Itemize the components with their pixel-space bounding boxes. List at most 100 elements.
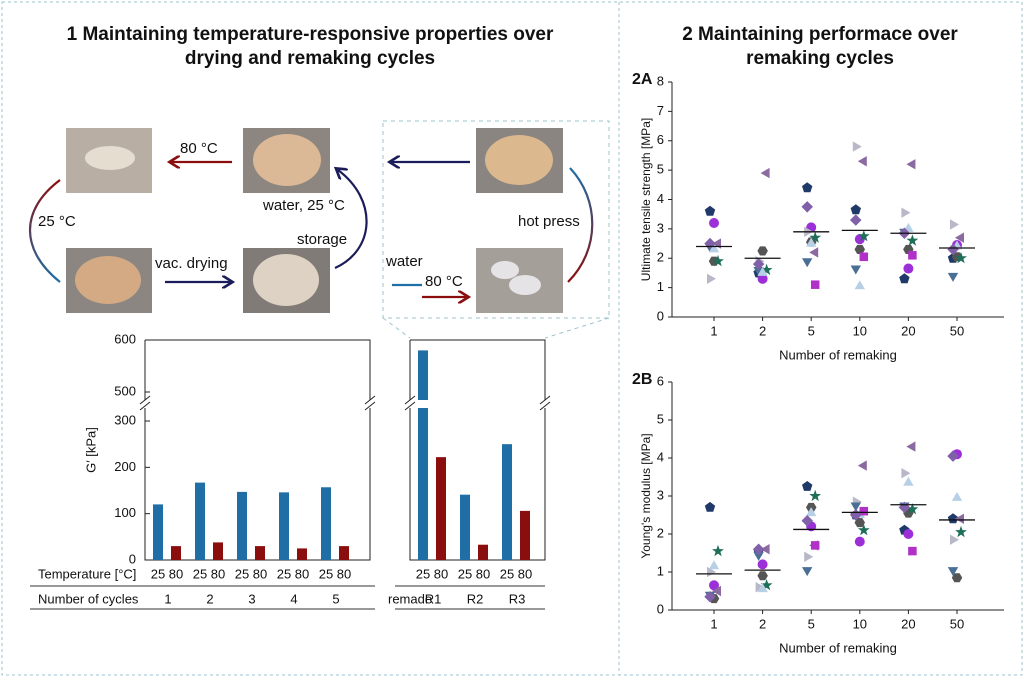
series-label: 80 [337, 566, 351, 581]
x-tick-label: 1 [710, 616, 717, 631]
axis-break [364, 395, 376, 411]
series-label: 25 [500, 566, 514, 581]
bar [321, 487, 331, 560]
data-point [757, 559, 768, 570]
photo-sample [509, 275, 541, 295]
data-point [806, 507, 817, 517]
y-tick-label: 100 [114, 505, 136, 520]
photos [66, 128, 563, 313]
data-point [951, 573, 963, 583]
data-point [707, 566, 716, 578]
bar [255, 546, 265, 560]
data-point [752, 258, 765, 270]
y-tick-label: 4 [657, 191, 664, 206]
series-label: 25 [235, 566, 249, 581]
data-point [757, 273, 768, 284]
axis-break [404, 395, 416, 411]
x-tick-label: 5 [808, 323, 815, 338]
x-tick-label: R2 [467, 591, 484, 606]
data-point [906, 503, 919, 515]
y-tick-label: 0 [657, 601, 664, 616]
x-tick-label: 4 [290, 591, 297, 606]
photo-sample [75, 256, 141, 304]
data-point [903, 529, 914, 539]
data-point [809, 247, 819, 258]
data-point [757, 571, 768, 581]
x-tick-label: 20 [901, 323, 915, 338]
arrow [567, 167, 594, 283]
panel-label: 2B [632, 371, 652, 388]
data-point [802, 567, 813, 577]
data-point [709, 218, 719, 228]
data-point [854, 280, 865, 290]
x-axis-label: Number of remaking [779, 347, 897, 362]
section-title: 2 Maintaining performace over [682, 24, 958, 45]
data-point [903, 263, 914, 274]
data-point [955, 232, 964, 243]
data-point [753, 267, 764, 276]
data-point [908, 546, 917, 556]
data-point [955, 513, 964, 524]
photo-sample [85, 146, 135, 170]
bar [279, 492, 289, 560]
zoom-line [382, 317, 411, 339]
arrow [335, 170, 368, 270]
bar [520, 510, 530, 560]
remake-box [382, 120, 610, 319]
y-tick-label: 6 [657, 373, 664, 388]
data-point [950, 219, 959, 230]
data-point [752, 543, 765, 555]
data-point [906, 234, 919, 246]
data-point [903, 476, 914, 486]
data-point [854, 536, 865, 547]
x-tick-label: 50 [950, 616, 964, 631]
diagram-label: 80 °C [180, 140, 218, 157]
section-title: 1 Maintaining temperature-responsive pro… [67, 24, 554, 45]
diagram-label: vac. drying [155, 255, 228, 272]
bar [195, 482, 205, 560]
data-point [760, 263, 773, 276]
data-point [809, 231, 822, 243]
panel-label: 2A [632, 71, 653, 88]
bar [213, 542, 223, 560]
x-tick-label: 10 [853, 323, 867, 338]
series-label: 80 [169, 566, 183, 581]
x-tick-label: 2 [759, 323, 766, 338]
data-point [757, 246, 768, 256]
axis-line [671, 82, 1004, 318]
series-label: 80 [211, 566, 225, 581]
data-point [857, 524, 870, 536]
data-point [955, 252, 967, 264]
data-point [947, 513, 959, 524]
data-point [801, 515, 813, 527]
row-label: Temperature [°C] [38, 566, 136, 581]
data-point [810, 280, 820, 289]
data-point [955, 525, 967, 538]
diagram-label: water, 25 °C [262, 197, 345, 214]
data-point [707, 273, 716, 284]
series-label: 25 [151, 566, 165, 581]
x-tick-label: 1 [164, 591, 171, 606]
data-point [757, 583, 768, 593]
bar [297, 548, 307, 560]
data-point [712, 544, 724, 557]
data-point [906, 441, 916, 452]
axis-frame [409, 339, 546, 561]
data-point [850, 502, 861, 512]
data-point [804, 551, 814, 562]
data-point [704, 205, 716, 216]
group-label: remade [388, 591, 432, 606]
data-point [908, 251, 917, 260]
bar [478, 544, 488, 560]
y-tick-label: 200 [114, 459, 136, 474]
data-point [947, 450, 959, 462]
data-point [802, 258, 813, 268]
x-tick-label: R1 [425, 591, 442, 606]
y-tick-label: 500 [114, 383, 136, 398]
photo-sample [485, 135, 553, 185]
data-point [854, 244, 865, 254]
data-point [809, 489, 822, 502]
data-point [857, 460, 867, 471]
data-point [712, 254, 724, 267]
